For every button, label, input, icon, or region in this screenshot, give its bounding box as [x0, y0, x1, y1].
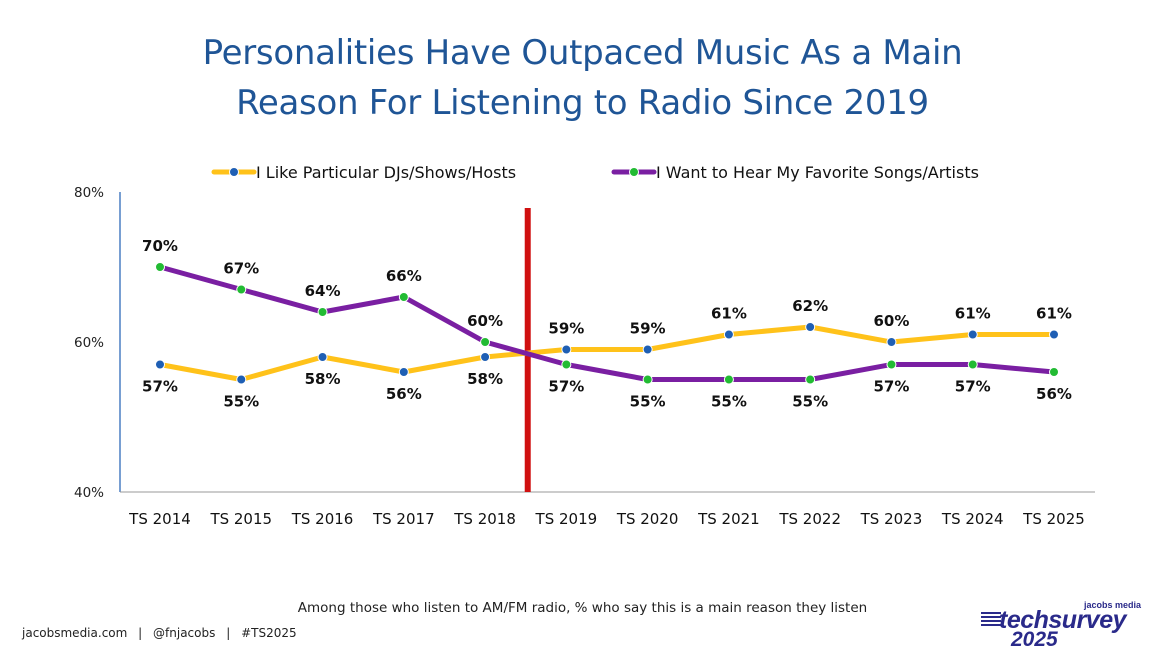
data-label: 55% — [223, 393, 259, 411]
data-label: 55% — [711, 393, 747, 411]
data-point-djs — [642, 344, 653, 355]
footer-credits: jacobsmedia.com | @fnjacobs | #TS2025 — [22, 626, 297, 640]
data-label: 57% — [548, 378, 584, 396]
data-label: 60% — [467, 312, 503, 330]
x-tick-label: TS 2014 — [128, 510, 191, 528]
x-tick-label: TS 2019 — [535, 510, 598, 528]
x-tick-label: TS 2022 — [778, 510, 841, 528]
data-label: 61% — [1036, 305, 1072, 323]
data-point-djs — [317, 352, 328, 362]
data-point-djs — [236, 374, 247, 385]
y-tick-label: 80% — [74, 185, 104, 201]
data-point-songs — [886, 359, 897, 370]
data-point-djs — [967, 329, 978, 340]
legend-swatch-marker — [629, 167, 639, 177]
legend-label: I Like Particular DJs/Shows/Hosts — [256, 163, 516, 182]
logo-small-text: jacobs media — [1083, 600, 1141, 610]
x-tick-label: TS 2021 — [697, 510, 760, 528]
data-label: 57% — [874, 378, 910, 396]
legend-label: I Want to Hear My Favorite Songs/Artists — [656, 163, 979, 182]
data-label: 56% — [386, 385, 422, 403]
data-point-songs — [480, 337, 491, 347]
logo-brand-text: techsurvey — [999, 606, 1127, 634]
x-tick-label: TS 2023 — [860, 510, 923, 528]
x-tick-label: TS 2024 — [941, 510, 1004, 528]
data-point-songs — [561, 359, 572, 370]
data-point-songs — [642, 374, 653, 385]
data-label: 67% — [223, 260, 259, 278]
data-point-djs — [561, 344, 572, 355]
legend-swatch-marker — [229, 167, 239, 177]
data-point-djs — [155, 359, 165, 370]
data-label: 60% — [874, 312, 910, 330]
data-label: 59% — [630, 320, 666, 338]
y-tick-label: 60% — [74, 335, 104, 351]
data-point-songs — [1049, 367, 1059, 377]
data-point-djs — [886, 337, 897, 347]
data-label: 64% — [305, 282, 341, 300]
data-label: 55% — [792, 393, 828, 411]
data-label: 66% — [386, 267, 422, 285]
data-label: 56% — [1036, 385, 1072, 403]
chart-footnote: Among those who listen to AM/FM radio, %… — [297, 600, 868, 616]
data-point-songs — [398, 292, 409, 302]
x-tick-label: TS 2018 — [453, 510, 516, 528]
footer-hashtag: #TS2025 — [241, 626, 297, 640]
x-tick-label: TS 2017 — [372, 510, 435, 528]
chart-title: Personalities Have Outpaced Music As a M… — [0, 28, 1165, 128]
data-label: 57% — [142, 378, 178, 396]
data-label: 59% — [548, 320, 584, 338]
data-point-djs — [723, 329, 734, 340]
data-point-djs — [480, 352, 491, 362]
footer-separator: | — [138, 626, 143, 640]
data-label: 58% — [467, 370, 503, 388]
y-tick-label: 40% — [74, 485, 104, 501]
series-line-songs — [157, 264, 1057, 382]
data-point-songs — [155, 262, 165, 272]
line-chart: 40% 60% 80% TS 2014 TS 2015 TS 2016 TS 2017 TS … — [74, 163, 1095, 528]
x-tick-label: TS 2016 — [291, 510, 354, 528]
data-label: 55% — [630, 393, 666, 411]
footer-separator: | — [226, 626, 231, 640]
data-point-songs — [805, 374, 816, 385]
x-tick-label: TS 2020 — [616, 510, 679, 528]
data-point-djs — [805, 322, 816, 332]
data-label: 61% — [955, 305, 991, 323]
data-label: 57% — [955, 378, 991, 396]
footer-handle: @fnjacobs — [153, 626, 216, 640]
techsurvey-logo: jacobs media techsurvey 2025 — [981, 598, 1151, 652]
logo-year-text: 2025 — [1011, 628, 1058, 651]
data-label: 58% — [305, 370, 341, 388]
data-label: 70% — [142, 237, 178, 255]
data-point-songs — [317, 307, 328, 317]
data-label: 62% — [792, 297, 828, 315]
title-line-1: Personalities Have Outpaced Music As a M… — [202, 33, 963, 73]
series-line-djs — [157, 324, 1057, 382]
data-point-songs — [967, 359, 978, 370]
logo-speed-lines-icon — [981, 612, 1001, 628]
x-tick-label: TS 2025 — [1022, 510, 1085, 528]
data-label: 61% — [711, 305, 747, 323]
data-point-songs — [236, 284, 247, 295]
data-point-djs — [398, 367, 409, 377]
x-tick-label: TS 2015 — [209, 510, 272, 528]
data-point-songs — [723, 374, 734, 385]
data-point-djs — [1049, 329, 1059, 340]
title-line-2: Reason For Listening to Radio Since 2019 — [236, 83, 929, 123]
footer-site: jacobsmedia.com — [22, 626, 128, 640]
